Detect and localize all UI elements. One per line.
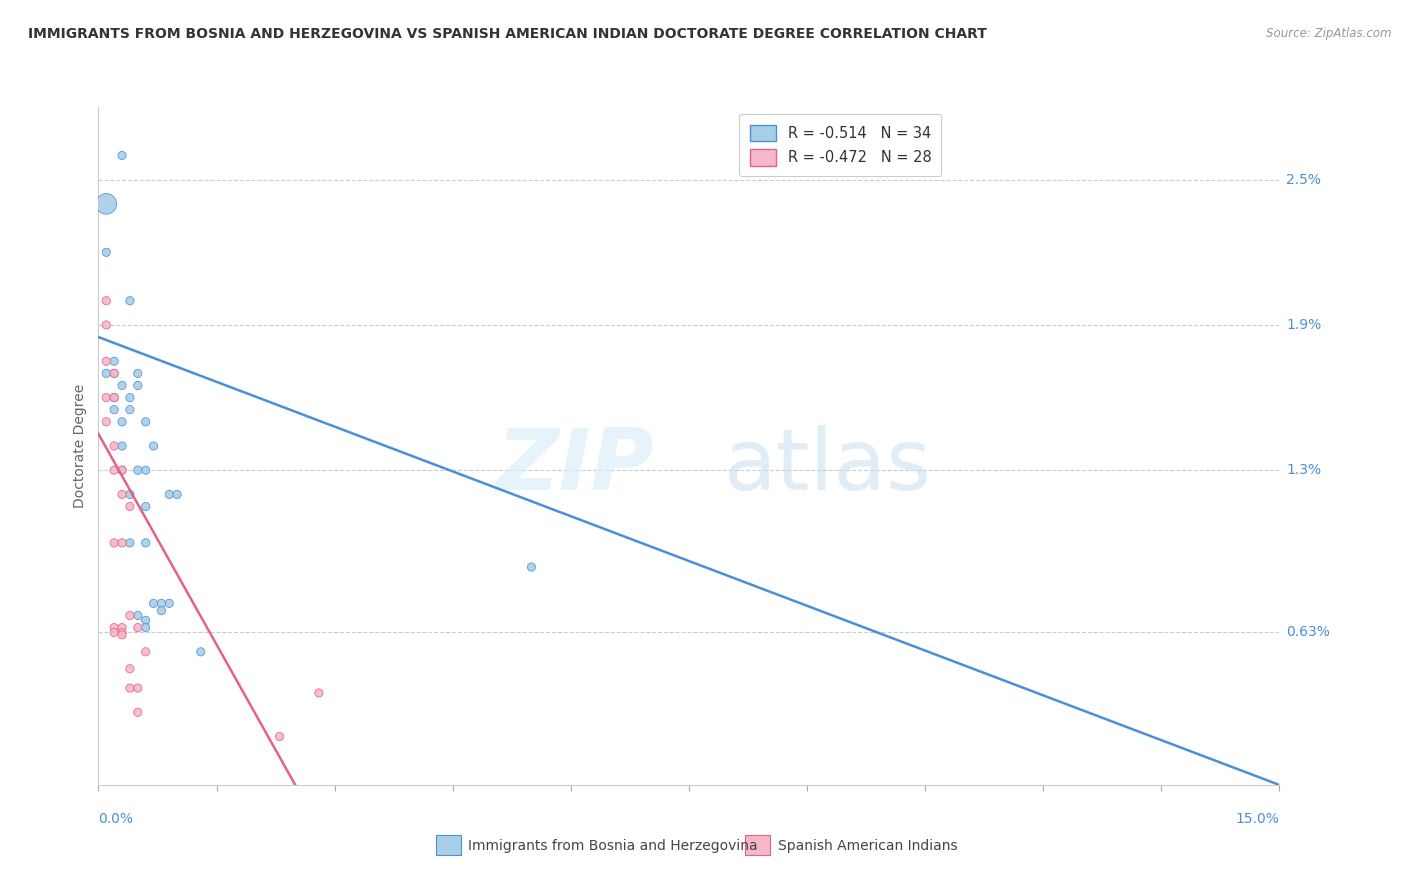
Point [103, 463, 125, 477]
Point [135, 645, 157, 659]
Point [103, 391, 125, 405]
Point [142, 439, 165, 453]
Point [118, 536, 141, 550]
Point [111, 628, 134, 642]
Point [118, 402, 141, 417]
Point [127, 706, 149, 720]
Point [127, 463, 149, 477]
Point [190, 645, 212, 659]
Point [135, 415, 157, 429]
Point [103, 354, 125, 368]
Point [103, 391, 125, 405]
Point [111, 148, 134, 162]
Point [96, 367, 118, 381]
Point [96, 391, 118, 405]
Point [127, 378, 149, 392]
Text: Source: ZipAtlas.com: Source: ZipAtlas.com [1267, 27, 1392, 40]
Point [142, 596, 165, 610]
Point [127, 608, 149, 623]
Point [118, 487, 141, 501]
Point [135, 621, 157, 635]
Point [166, 487, 188, 501]
Point [111, 463, 134, 477]
Point [96, 197, 118, 211]
Text: IMMIGRANTS FROM BOSNIA AND HERZEGOVINA VS SPANISH AMERICAN INDIAN DOCTORATE DEGR: IMMIGRANTS FROM BOSNIA AND HERZEGOVINA V… [28, 27, 987, 41]
Point [135, 463, 157, 477]
Point [103, 402, 125, 417]
Point [150, 604, 173, 618]
Point [111, 621, 134, 635]
Text: 2.5%: 2.5% [1286, 173, 1322, 186]
Text: ZIP: ZIP [496, 425, 654, 508]
Point [111, 625, 134, 640]
Point [96, 318, 118, 332]
Text: 1.3%: 1.3% [1286, 463, 1322, 477]
Point [103, 536, 125, 550]
Point [111, 378, 134, 392]
Point [157, 487, 180, 501]
Point [157, 596, 180, 610]
Point [111, 415, 134, 429]
Point [96, 293, 118, 308]
Point [150, 596, 173, 610]
Point [118, 681, 141, 695]
Text: Spanish American Indians: Spanish American Indians [778, 838, 957, 853]
Point [111, 439, 134, 453]
Text: Immigrants from Bosnia and Herzegovina: Immigrants from Bosnia and Herzegovina [468, 838, 758, 853]
Point [135, 613, 157, 627]
Text: 15.0%: 15.0% [1236, 812, 1279, 826]
Point [96, 245, 118, 260]
Point [103, 367, 125, 381]
Point [127, 681, 149, 695]
Point [127, 367, 149, 381]
Text: atlas: atlas [724, 425, 932, 508]
Legend: R = -0.514   N = 34, R = -0.472   N = 28: R = -0.514 N = 34, R = -0.472 N = 28 [740, 114, 942, 176]
Y-axis label: Doctorate Degree: Doctorate Degree [73, 384, 87, 508]
Point [111, 463, 134, 477]
Point [118, 500, 141, 514]
Point [103, 625, 125, 640]
Point [96, 415, 118, 429]
Point [118, 608, 141, 623]
Text: 1.9%: 1.9% [1286, 318, 1322, 332]
Point [118, 662, 141, 676]
Point [96, 354, 118, 368]
Text: 0.0%: 0.0% [98, 812, 134, 826]
Point [103, 621, 125, 635]
Point [520, 560, 543, 574]
Point [135, 536, 157, 550]
Point [111, 487, 134, 501]
Point [135, 500, 157, 514]
Point [269, 730, 291, 744]
Point [111, 536, 134, 550]
Point [103, 367, 125, 381]
Point [118, 391, 141, 405]
Text: 0.63%: 0.63% [1286, 625, 1330, 640]
Point [118, 293, 141, 308]
Point [103, 439, 125, 453]
Point [308, 686, 330, 700]
Point [127, 621, 149, 635]
